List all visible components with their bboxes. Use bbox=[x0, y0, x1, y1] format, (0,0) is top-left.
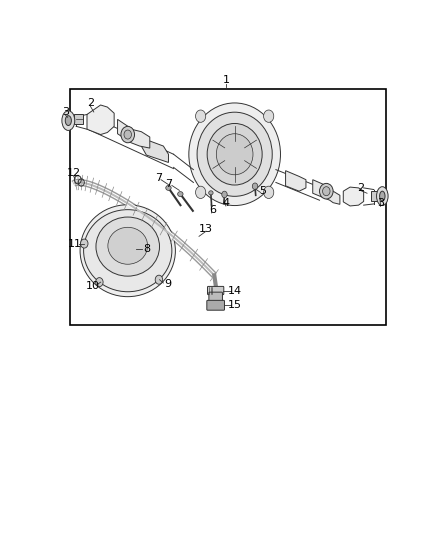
Text: 11: 11 bbox=[68, 239, 82, 248]
Text: 14: 14 bbox=[228, 286, 242, 295]
Circle shape bbox=[264, 186, 274, 198]
Ellipse shape bbox=[208, 191, 213, 195]
Ellipse shape bbox=[380, 191, 385, 201]
Polygon shape bbox=[286, 171, 306, 191]
Text: 3: 3 bbox=[62, 107, 69, 117]
Text: 7: 7 bbox=[165, 179, 172, 189]
Ellipse shape bbox=[189, 103, 280, 206]
Text: 10: 10 bbox=[85, 281, 99, 291]
Bar bbox=[70, 88, 386, 325]
Ellipse shape bbox=[197, 112, 272, 196]
Polygon shape bbox=[313, 180, 340, 204]
Polygon shape bbox=[87, 105, 114, 134]
Polygon shape bbox=[141, 138, 169, 163]
Text: 2: 2 bbox=[357, 183, 364, 193]
Ellipse shape bbox=[96, 217, 159, 276]
Circle shape bbox=[195, 186, 206, 198]
Ellipse shape bbox=[216, 134, 253, 175]
FancyBboxPatch shape bbox=[208, 286, 224, 295]
Circle shape bbox=[222, 191, 227, 198]
Ellipse shape bbox=[121, 126, 134, 143]
Circle shape bbox=[95, 278, 103, 287]
Text: 13: 13 bbox=[199, 224, 213, 234]
FancyBboxPatch shape bbox=[207, 301, 224, 310]
Circle shape bbox=[81, 239, 88, 248]
Ellipse shape bbox=[84, 209, 172, 292]
Text: 1: 1 bbox=[223, 75, 230, 85]
Text: 6: 6 bbox=[209, 206, 216, 215]
Ellipse shape bbox=[178, 191, 183, 197]
FancyBboxPatch shape bbox=[209, 292, 223, 302]
Text: 12: 12 bbox=[67, 168, 81, 177]
Ellipse shape bbox=[65, 116, 71, 125]
Circle shape bbox=[264, 110, 274, 122]
Text: 9: 9 bbox=[164, 279, 171, 289]
Ellipse shape bbox=[207, 124, 262, 185]
Ellipse shape bbox=[80, 205, 175, 297]
Circle shape bbox=[195, 110, 206, 122]
Text: 15: 15 bbox=[228, 300, 242, 310]
Text: 2: 2 bbox=[87, 99, 94, 108]
Ellipse shape bbox=[322, 187, 330, 196]
Polygon shape bbox=[117, 119, 150, 148]
Ellipse shape bbox=[166, 185, 171, 190]
Text: 3: 3 bbox=[377, 198, 384, 208]
Ellipse shape bbox=[124, 130, 131, 139]
Text: 5: 5 bbox=[259, 186, 266, 196]
Ellipse shape bbox=[62, 111, 75, 131]
Circle shape bbox=[252, 183, 258, 190]
Ellipse shape bbox=[377, 187, 388, 206]
Bar bbox=[371, 191, 378, 201]
Bar bbox=[74, 115, 83, 124]
Circle shape bbox=[155, 275, 162, 284]
Polygon shape bbox=[343, 187, 364, 206]
Text: 7: 7 bbox=[155, 173, 162, 183]
Text: 4: 4 bbox=[222, 198, 230, 208]
Text: 8: 8 bbox=[143, 245, 150, 254]
Ellipse shape bbox=[108, 227, 148, 264]
Ellipse shape bbox=[320, 183, 333, 199]
